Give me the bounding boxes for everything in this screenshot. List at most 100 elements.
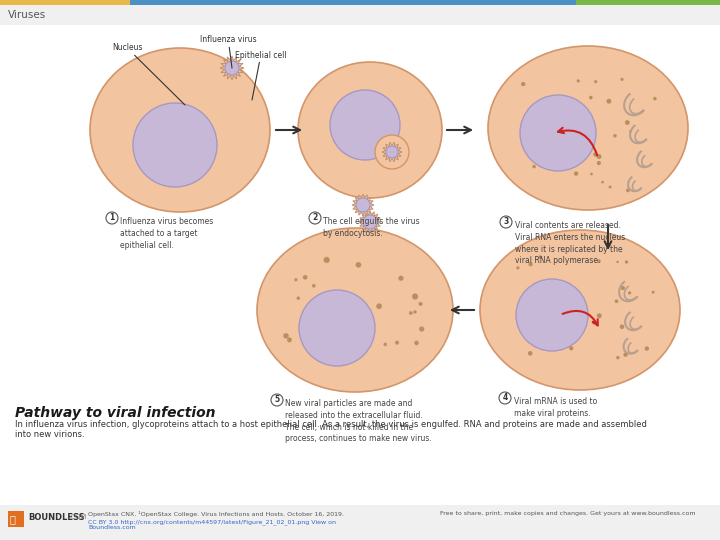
Text: Viral mRNA is used to
make viral proteins.: Viral mRNA is used to make viral protein… <box>514 397 598 418</box>
Circle shape <box>309 212 321 224</box>
Circle shape <box>409 311 413 315</box>
Circle shape <box>528 262 533 266</box>
Circle shape <box>625 120 630 125</box>
Bar <box>576 0 720 5</box>
Circle shape <box>287 338 292 342</box>
Bar <box>8 511 24 527</box>
Circle shape <box>299 290 375 366</box>
Ellipse shape <box>480 230 680 390</box>
Circle shape <box>616 261 618 263</box>
Text: Influenza virus: Influenza virus <box>200 36 256 68</box>
Ellipse shape <box>298 62 442 198</box>
Circle shape <box>593 152 598 157</box>
Ellipse shape <box>257 228 453 392</box>
Text: 1: 1 <box>109 213 114 222</box>
Circle shape <box>363 215 377 229</box>
Circle shape <box>616 356 620 359</box>
Ellipse shape <box>488 46 688 210</box>
Circle shape <box>225 61 239 75</box>
Bar <box>0 5 720 25</box>
Circle shape <box>539 255 542 259</box>
Circle shape <box>589 96 593 99</box>
Polygon shape <box>220 56 244 80</box>
Circle shape <box>597 313 602 318</box>
Text: Viral contents are released.
Viral RNA enters the nucleus
where it is replicated: Viral contents are released. Viral RNA e… <box>515 221 625 265</box>
Circle shape <box>377 303 382 309</box>
Circle shape <box>106 212 118 224</box>
Circle shape <box>324 257 330 263</box>
Circle shape <box>601 181 604 184</box>
Text: into new virions.: into new virions. <box>15 430 85 439</box>
Bar <box>130 0 576 5</box>
Circle shape <box>297 296 300 300</box>
Text: Influenza virus becomes
attached to a target
epithelial cell.: Influenza virus becomes attached to a ta… <box>120 217 213 249</box>
Circle shape <box>629 130 632 133</box>
Circle shape <box>528 351 533 356</box>
Circle shape <box>644 347 649 351</box>
Circle shape <box>294 278 297 281</box>
Circle shape <box>418 302 423 306</box>
Text: 5: 5 <box>274 395 279 404</box>
Circle shape <box>395 341 399 345</box>
Circle shape <box>613 134 617 138</box>
Circle shape <box>303 275 307 280</box>
Circle shape <box>621 78 624 81</box>
Text: Nucleus: Nucleus <box>112 44 185 105</box>
Circle shape <box>532 165 536 168</box>
Circle shape <box>516 279 588 351</box>
Circle shape <box>284 333 289 339</box>
Circle shape <box>516 266 519 269</box>
Circle shape <box>330 90 400 160</box>
Circle shape <box>312 284 315 287</box>
Circle shape <box>626 188 630 192</box>
Circle shape <box>569 346 573 350</box>
Text: 4: 4 <box>503 394 508 402</box>
Text: 3: 3 <box>503 218 508 226</box>
Polygon shape <box>359 211 381 233</box>
Text: OpenStax CNX. ¹OpenStax College. Virus Infections and Hosts. October 16, 2019.: OpenStax CNX. ¹OpenStax College. Virus I… <box>88 511 344 517</box>
Circle shape <box>590 173 593 176</box>
Bar <box>0 505 720 540</box>
Circle shape <box>628 291 631 294</box>
Circle shape <box>520 95 596 171</box>
Circle shape <box>606 99 611 104</box>
Circle shape <box>419 327 424 332</box>
Circle shape <box>386 146 398 158</box>
Circle shape <box>608 186 611 188</box>
Bar <box>0 0 130 5</box>
Polygon shape <box>382 142 402 162</box>
Circle shape <box>592 321 595 325</box>
Circle shape <box>625 260 628 264</box>
Circle shape <box>621 286 625 290</box>
Circle shape <box>499 392 511 404</box>
Text: CC BY 3.0 http://cnx.org/contents/m44597/latest/Figure_21_02_01.png View on
Boun: CC BY 3.0 http://cnx.org/contents/m44597… <box>88 519 336 530</box>
Circle shape <box>356 262 361 267</box>
Ellipse shape <box>90 48 270 212</box>
Circle shape <box>620 325 624 329</box>
Circle shape <box>577 79 580 83</box>
Circle shape <box>597 161 601 165</box>
Circle shape <box>624 353 628 357</box>
Text: New viral particles are made and
released into the extracellular fluid.
The cell: New viral particles are made and release… <box>285 399 432 443</box>
Circle shape <box>356 198 370 212</box>
Circle shape <box>133 103 217 187</box>
Text: 2: 2 <box>312 213 318 222</box>
Circle shape <box>398 276 403 281</box>
Text: In influenza virus infection, glycoproteins attach to a host epithelial cell. As: In influenza virus infection, glycoprote… <box>15 420 647 429</box>
Circle shape <box>412 294 418 300</box>
Text: Epithelial cell: Epithelial cell <box>235 51 287 100</box>
Circle shape <box>414 341 418 345</box>
Text: .COM: .COM <box>68 514 86 520</box>
Circle shape <box>597 154 601 159</box>
Circle shape <box>615 299 618 303</box>
Circle shape <box>653 97 657 100</box>
Circle shape <box>597 259 600 263</box>
Circle shape <box>413 310 417 314</box>
Text: BOUNDLESS: BOUNDLESS <box>28 512 85 522</box>
Polygon shape <box>352 194 374 216</box>
Text: Pathway to viral infection: Pathway to viral infection <box>15 406 215 420</box>
Text: Viruses: Viruses <box>8 10 46 20</box>
Circle shape <box>521 82 526 86</box>
Circle shape <box>500 216 512 228</box>
Circle shape <box>384 343 387 346</box>
